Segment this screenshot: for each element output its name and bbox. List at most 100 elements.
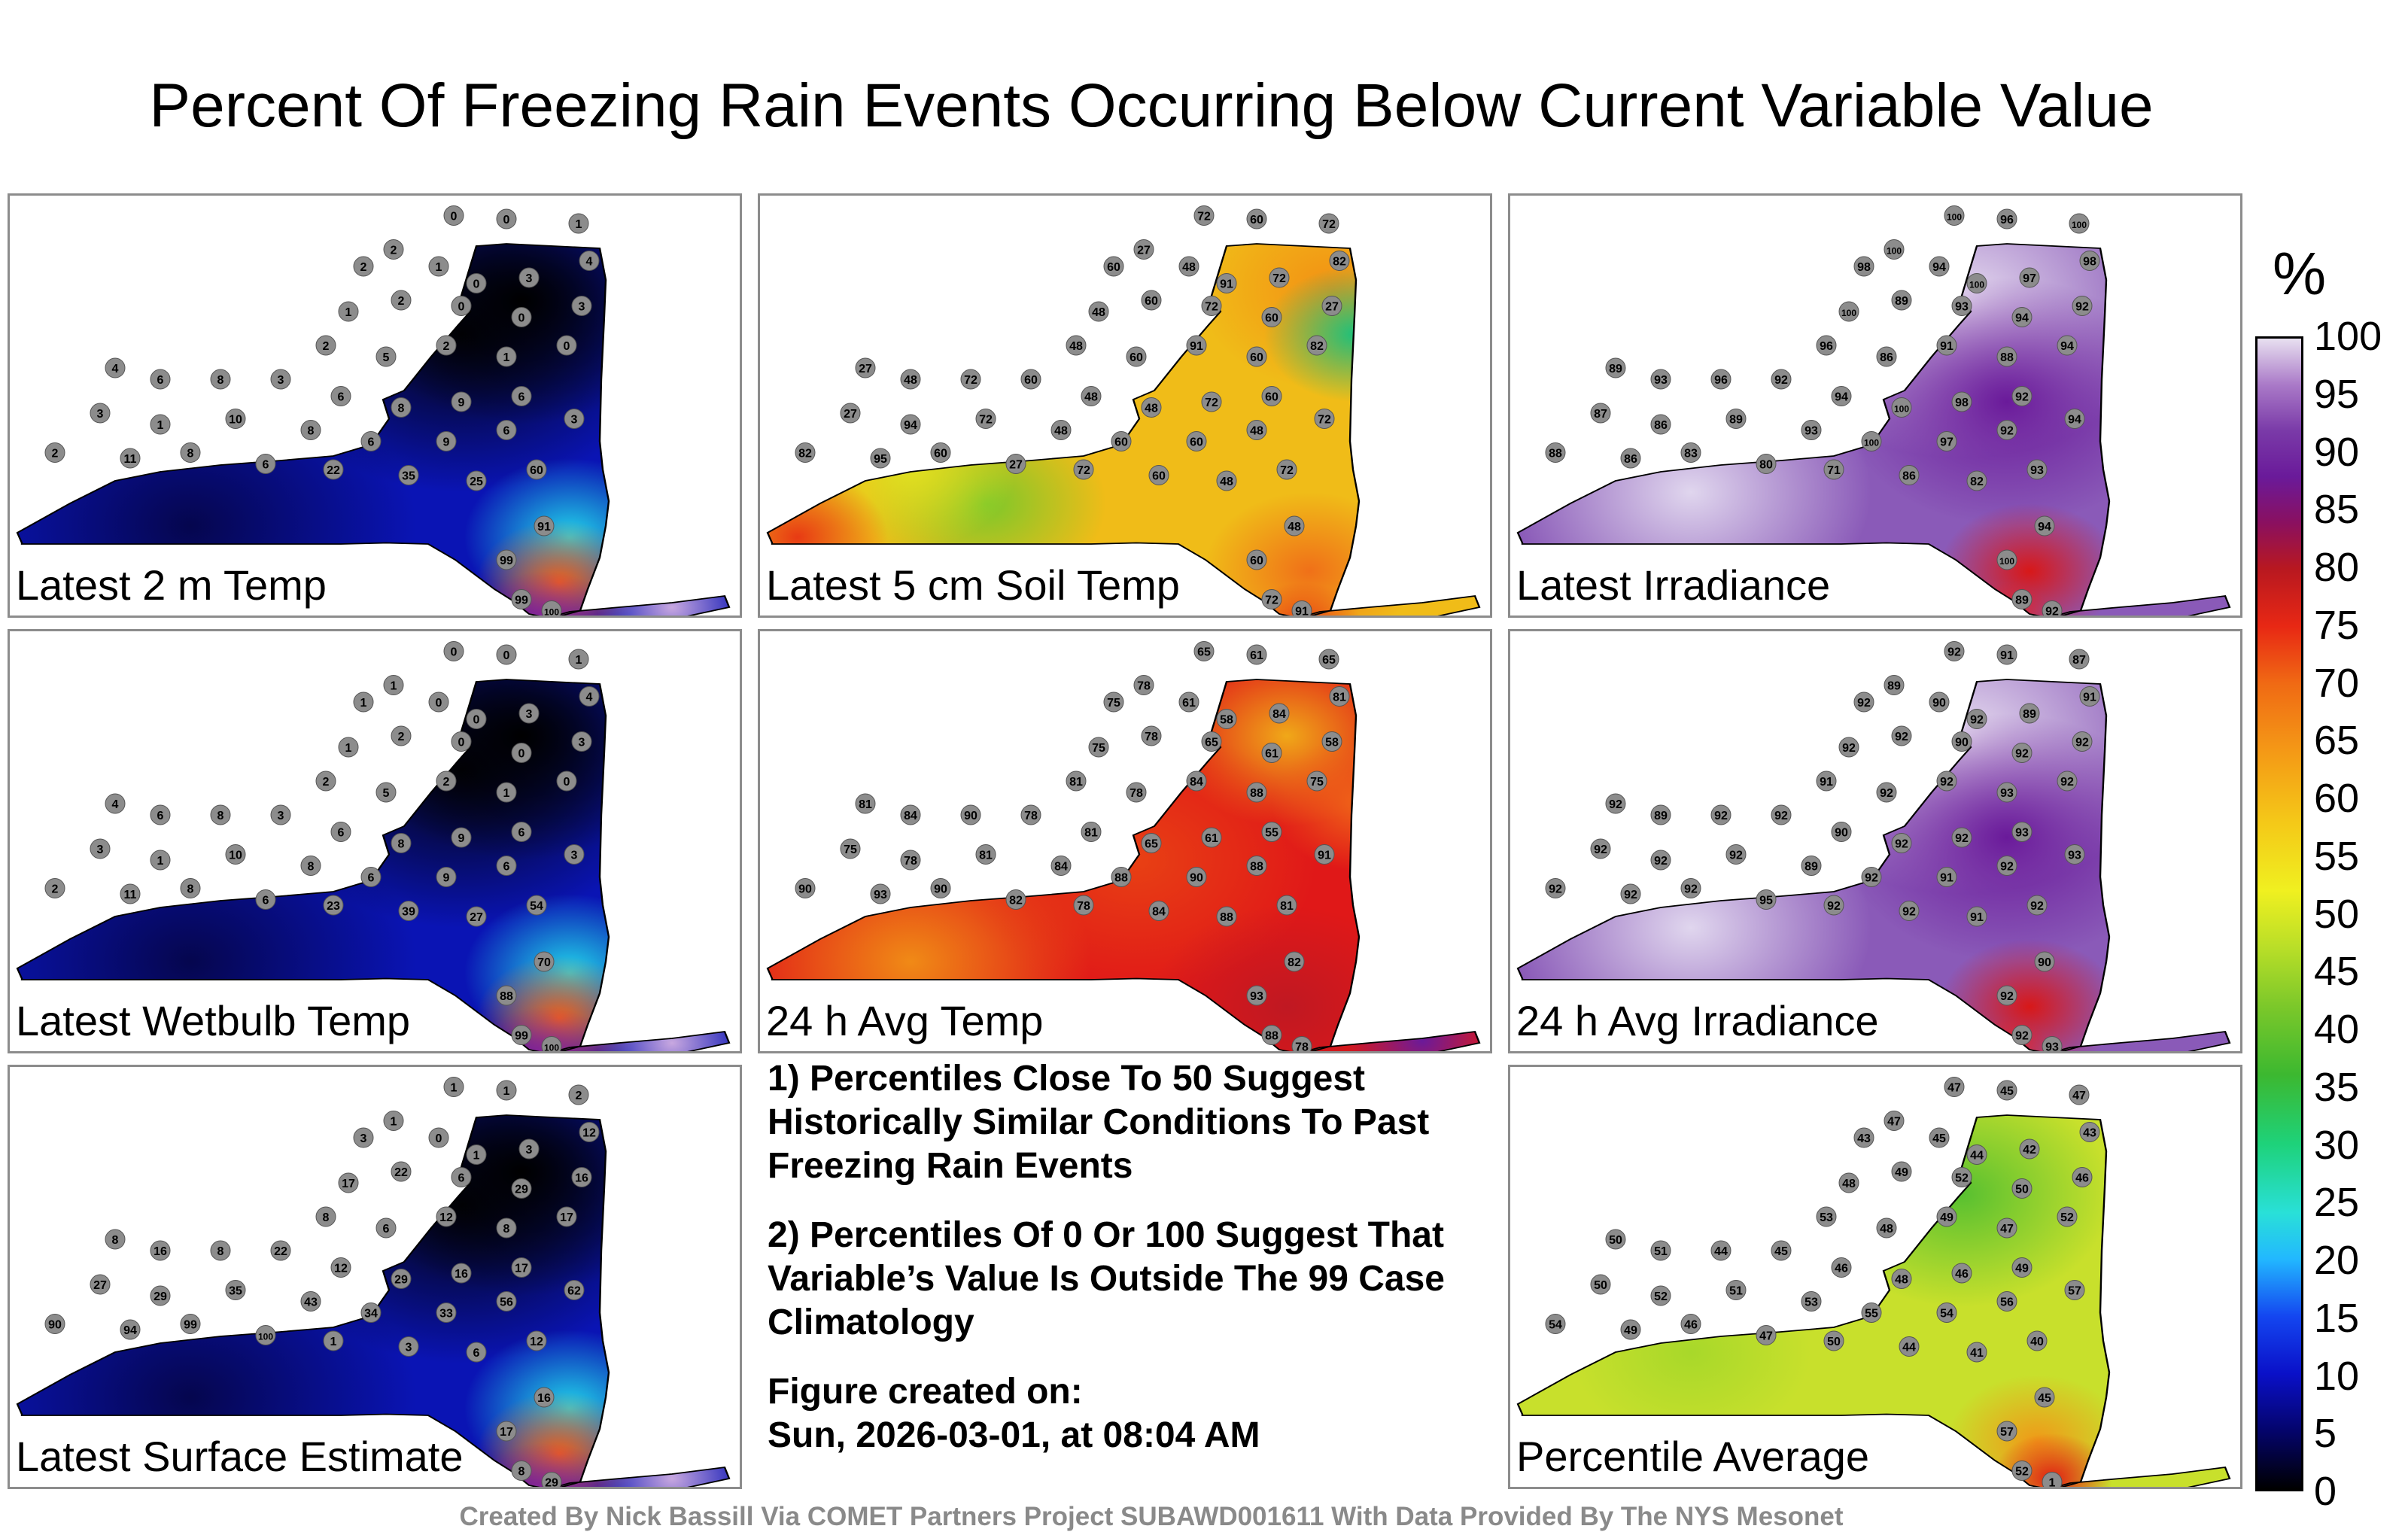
svg-text:92: 92 bbox=[1902, 906, 1916, 919]
svg-text:61: 61 bbox=[1250, 649, 1263, 662]
svg-text:100: 100 bbox=[1999, 556, 2014, 567]
svg-text:17: 17 bbox=[342, 1178, 355, 1190]
station-marker: 65 bbox=[1318, 649, 1339, 670]
station-marker: 72 bbox=[1269, 267, 1290, 288]
station-marker: 12 bbox=[526, 1330, 547, 1351]
svg-text:1: 1 bbox=[391, 680, 397, 693]
station-marker: 4 bbox=[579, 686, 600, 707]
svg-text:6: 6 bbox=[368, 872, 375, 885]
svg-text:39: 39 bbox=[402, 906, 415, 919]
station-marker: 60 bbox=[1020, 369, 1041, 390]
station-marker: 52 bbox=[2057, 1206, 2078, 1227]
svg-text:1: 1 bbox=[330, 1336, 337, 1348]
station-marker: 60 bbox=[1246, 346, 1267, 367]
svg-text:60: 60 bbox=[1024, 374, 1038, 387]
svg-text:93: 93 bbox=[874, 889, 887, 901]
station-marker: 48 bbox=[1284, 515, 1305, 536]
svg-text:89: 89 bbox=[1654, 810, 1668, 822]
svg-text:43: 43 bbox=[1857, 1132, 1871, 1145]
svg-text:92: 92 bbox=[1774, 374, 1788, 387]
svg-text:3: 3 bbox=[97, 843, 104, 856]
station-marker: 48 bbox=[1876, 1217, 1897, 1239]
station-marker: 47 bbox=[1756, 1325, 1777, 1345]
svg-text:0: 0 bbox=[436, 1132, 442, 1145]
station-marker: 0 bbox=[511, 307, 532, 327]
svg-text:6: 6 bbox=[473, 1347, 480, 1360]
station-marker: 35 bbox=[398, 465, 419, 485]
station-marker: 92 bbox=[1876, 782, 1897, 803]
svg-text:94: 94 bbox=[1835, 391, 1848, 404]
svg-text:60: 60 bbox=[1152, 470, 1166, 483]
svg-text:98: 98 bbox=[2083, 256, 2096, 269]
station-marker: 93 bbox=[2064, 844, 2085, 865]
station-marker: 1 bbox=[323, 1330, 344, 1351]
station-marker: 42 bbox=[2019, 1138, 2040, 1160]
station-marker: 100 bbox=[1884, 239, 1905, 260]
station-marker: 93 bbox=[2042, 1036, 2063, 1051]
station-marker: 3 bbox=[353, 1127, 374, 1148]
state-outline bbox=[16, 679, 731, 1051]
station-marker: 91 bbox=[1314, 844, 1335, 865]
station-marker: 52 bbox=[2011, 1461, 2033, 1481]
svg-text:82: 82 bbox=[798, 448, 812, 460]
svg-text:1: 1 bbox=[503, 1085, 510, 1098]
station-marker: 46 bbox=[1680, 1314, 1701, 1334]
station-marker: 6 bbox=[255, 889, 276, 910]
station-marker: 89 bbox=[1605, 357, 1626, 378]
station-marker: 0 bbox=[451, 731, 472, 752]
svg-text:49: 49 bbox=[1940, 1211, 1953, 1224]
station-marker: 27 bbox=[1005, 454, 1026, 474]
svg-text:8: 8 bbox=[308, 861, 315, 874]
svg-text:75: 75 bbox=[1310, 776, 1324, 789]
station-marker: 22 bbox=[270, 1240, 291, 1261]
svg-text:34: 34 bbox=[364, 1308, 378, 1321]
station-marker: 54 bbox=[526, 895, 547, 916]
station-marker: 0 bbox=[556, 771, 577, 792]
station-marker: 6 bbox=[375, 1217, 397, 1239]
svg-text:8: 8 bbox=[308, 425, 315, 438]
svg-text:2: 2 bbox=[576, 1090, 582, 1102]
station-marker: 100 bbox=[1861, 431, 1882, 451]
station-marker: 60 bbox=[930, 442, 951, 463]
station-marker: 96 bbox=[1996, 208, 2017, 229]
svg-text:4: 4 bbox=[586, 256, 593, 269]
svg-text:72: 72 bbox=[1280, 464, 1294, 477]
station-marker: 41 bbox=[1966, 1342, 1987, 1363]
svg-text:90: 90 bbox=[1835, 827, 1848, 840]
station-marker: 87 bbox=[1590, 403, 1611, 424]
station-marker: 25 bbox=[466, 470, 487, 491]
svg-text:27: 27 bbox=[1137, 245, 1151, 257]
station-marker: 60 bbox=[1126, 346, 1147, 367]
station-marker: 90 bbox=[44, 1314, 65, 1334]
station-marker: 94 bbox=[2064, 409, 2085, 429]
svg-text:2: 2 bbox=[52, 883, 59, 896]
station-marker: 46 bbox=[1831, 1257, 1852, 1278]
svg-text:22: 22 bbox=[394, 1166, 408, 1179]
station-marker: 27 bbox=[466, 906, 487, 927]
svg-text:51: 51 bbox=[1729, 1285, 1743, 1298]
svg-text:0: 0 bbox=[503, 649, 510, 662]
colorbar-tick-label: 50 bbox=[2314, 891, 2360, 937]
station-marker: 92 bbox=[2072, 731, 2093, 752]
svg-text:1: 1 bbox=[157, 419, 164, 432]
station-marker: 1 bbox=[443, 1077, 464, 1097]
station-marker: 88 bbox=[1111, 867, 1132, 887]
svg-text:0: 0 bbox=[503, 214, 510, 226]
svg-text:93: 93 bbox=[1654, 374, 1668, 387]
station-marker: 4 bbox=[105, 357, 126, 378]
svg-text:99: 99 bbox=[515, 1030, 528, 1043]
svg-text:90: 90 bbox=[934, 883, 947, 896]
station-marker: 97 bbox=[1936, 431, 1957, 451]
svg-text:92: 92 bbox=[1714, 810, 1728, 822]
svg-text:89: 89 bbox=[2023, 708, 2036, 721]
station-marker: 61 bbox=[1246, 644, 1267, 665]
svg-text:46: 46 bbox=[2075, 1172, 2089, 1185]
svg-text:3: 3 bbox=[278, 810, 284, 822]
svg-text:0: 0 bbox=[518, 312, 525, 325]
station-marker: 89 bbox=[2011, 589, 2033, 609]
svg-text:92: 92 bbox=[1970, 714, 1984, 727]
station-marker: 2 bbox=[315, 335, 336, 356]
svg-text:92: 92 bbox=[1549, 883, 1562, 896]
station-marker: 61 bbox=[1261, 743, 1282, 763]
